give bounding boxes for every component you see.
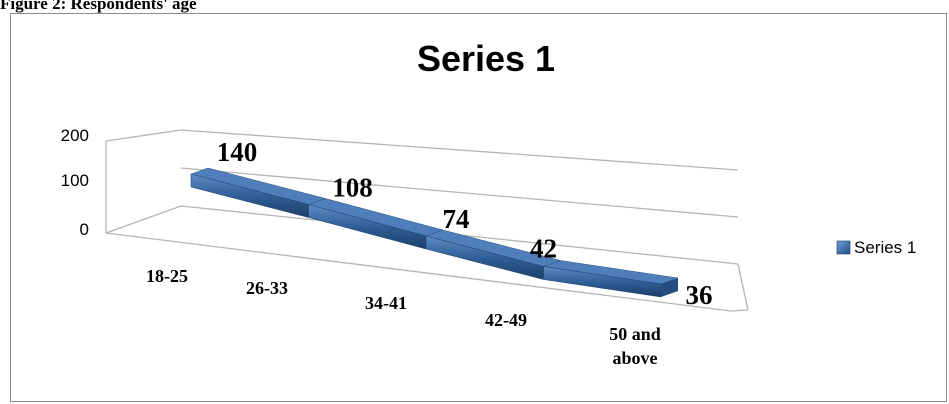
category-label: 34-41 bbox=[365, 293, 407, 313]
floor-front-edge bbox=[105, 232, 732, 312]
category-label: 18-25 bbox=[146, 266, 188, 286]
y-axis-ticks: 200 100 0 bbox=[61, 126, 89, 239]
line-chart-3d: Series 1 200 100 0 140 108 74 42 36 18-25 26-33… bbox=[61, 38, 917, 368]
back-right-edge bbox=[737, 263, 749, 311]
gridline-200 bbox=[180, 129, 739, 171]
legend-swatch bbox=[836, 240, 851, 255]
gridline-100 bbox=[180, 167, 739, 218]
ribbon-end-cap bbox=[661, 278, 678, 297]
series-ribbon bbox=[190, 167, 679, 298]
chart-walls bbox=[105, 129, 749, 312]
chart-title: Series 1 bbox=[417, 38, 555, 79]
figure-caption: Figure 2: Respondents' age bbox=[0, 0, 197, 13]
y-tick-label: 0 bbox=[80, 220, 89, 239]
side-top-edge bbox=[105, 129, 182, 142]
category-label: 50 and above bbox=[609, 324, 661, 368]
x-axis-categories: 18-25 26-33 34-41 42-49 50 and above bbox=[146, 266, 661, 368]
data-label: 108 bbox=[332, 173, 373, 203]
data-labels: 140 108 74 42 36 bbox=[217, 137, 713, 310]
data-label: 42 bbox=[530, 234, 557, 264]
data-label: 36 bbox=[686, 280, 713, 310]
category-label: 26-33 bbox=[246, 278, 288, 298]
floor-right-edge bbox=[730, 309, 749, 312]
data-label: 140 bbox=[217, 137, 258, 167]
y-tick-label: 200 bbox=[61, 126, 89, 145]
category-label: 42-49 bbox=[485, 310, 527, 330]
data-label: 74 bbox=[443, 204, 470, 234]
legend: Series 1 bbox=[836, 238, 916, 257]
side-bottom-edge bbox=[105, 205, 182, 234]
y-tick-label: 100 bbox=[61, 171, 89, 190]
legend-label: Series 1 bbox=[854, 238, 916, 257]
chart-frame: Series 1 200 100 0 140 108 74 42 36 18-25 26-33… bbox=[10, 13, 947, 402]
